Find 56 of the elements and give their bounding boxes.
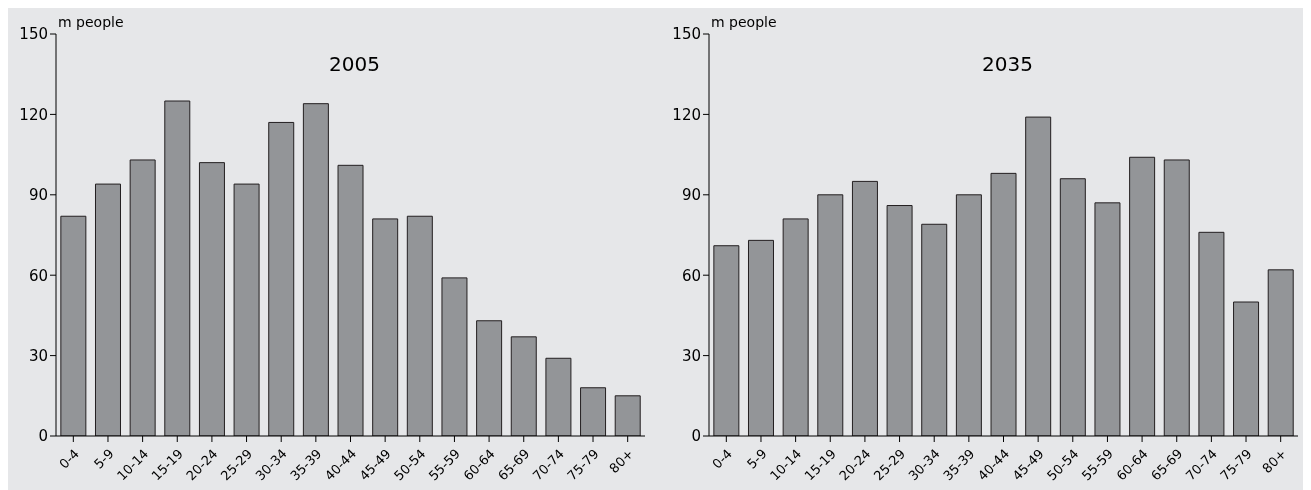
- bar: [921, 223, 948, 436]
- x-tick-label: 0-4: [56, 446, 82, 472]
- bar: [60, 215, 87, 436]
- bar: [990, 172, 1017, 436]
- bar: [476, 320, 503, 436]
- bar: [580, 387, 607, 436]
- x-tick-label: 0-4: [709, 446, 735, 472]
- bar: [1129, 156, 1156, 436]
- bar: [614, 395, 641, 436]
- bar: [337, 164, 364, 436]
- x-tick-label: 5-9: [744, 446, 770, 472]
- bar: [782, 218, 809, 436]
- bar: [955, 194, 982, 436]
- bar: [406, 215, 433, 436]
- bar: [851, 180, 878, 436]
- bar: [129, 159, 156, 436]
- y-tick-label: 30: [681, 346, 701, 365]
- bar: [817, 194, 844, 436]
- bar: [748, 239, 774, 436]
- bar: [268, 121, 295, 436]
- y-axis-title: m people: [711, 14, 777, 30]
- bar: [713, 245, 740, 436]
- bar: [1094, 202, 1121, 436]
- text: 2035: [981, 52, 1034, 76]
- x-tick-label: 80+: [1259, 446, 1290, 477]
- bar: [198, 162, 225, 436]
- y-tick-label: 60: [28, 266, 48, 285]
- y-tick-label: 90: [681, 186, 701, 205]
- text: 2005: [328, 52, 381, 76]
- bar: [545, 357, 572, 436]
- bar: [164, 100, 191, 436]
- bar: [1233, 301, 1260, 436]
- bar: [886, 205, 913, 436]
- y-tick-label: 0: [38, 427, 48, 446]
- y-tick-label: 0: [691, 427, 701, 446]
- bar: [372, 218, 399, 436]
- bar: [510, 336, 537, 436]
- x-tick-label: 5-9: [91, 446, 117, 472]
- bar: [1267, 269, 1294, 436]
- x-tick-label: 80+: [606, 446, 637, 477]
- bar: [1163, 159, 1190, 436]
- bar: [1025, 116, 1052, 436]
- y-tick-label: 90: [28, 186, 48, 205]
- bar: [1059, 178, 1086, 436]
- y-tick-label: 150: [19, 25, 48, 44]
- y-tick-label: 150: [672, 25, 701, 44]
- bar: [441, 277, 468, 436]
- bar: [302, 103, 329, 436]
- y-tick-label: 60: [681, 266, 701, 285]
- y-tick-label: 30: [28, 346, 48, 365]
- y-tick-label: 120: [672, 105, 701, 124]
- bar: [233, 183, 260, 436]
- y-axis-title: m people: [58, 14, 124, 30]
- bar: [95, 183, 121, 436]
- y-tick-label: 120: [19, 105, 48, 124]
- bar: [1198, 231, 1225, 436]
